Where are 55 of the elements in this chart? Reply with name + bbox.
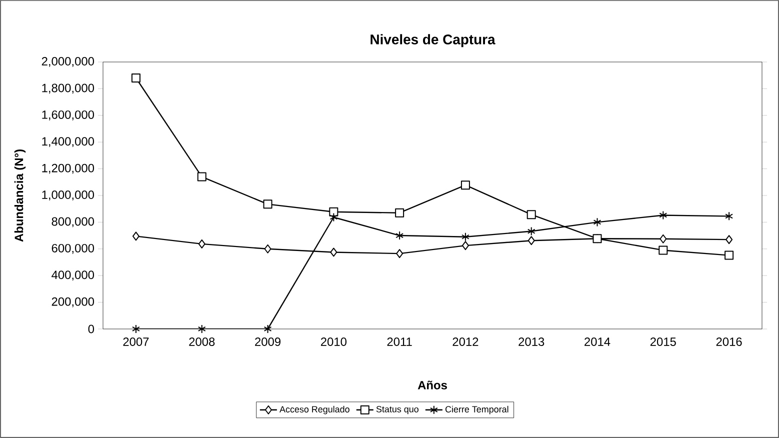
point	[197, 172, 206, 182]
point	[658, 246, 668, 255]
point	[264, 244, 272, 254]
point	[461, 232, 470, 242]
point	[132, 232, 140, 241]
y-tick-label: 2,000,000	[42, 57, 94, 67]
legend-label: Acceso Regulado	[280, 406, 350, 414]
y-tick-label: 800,000	[52, 217, 94, 228]
point	[724, 250, 734, 260]
point	[198, 239, 206, 248]
y-tick-label: 1,600,000	[42, 110, 94, 120]
y-tick-label: 1,800,000	[42, 84, 94, 94]
x-tick-label: 2013	[518, 338, 544, 346]
point	[527, 226, 536, 236]
point	[330, 212, 338, 222]
x-tick-label: 2009	[255, 338, 280, 346]
point	[396, 249, 404, 258]
point	[198, 324, 206, 334]
point	[725, 212, 734, 221]
y-tick-label: 1,000,000	[42, 190, 94, 200]
legend-label: Cierre Temporal	[445, 406, 508, 414]
y-tick-label: 400,000	[52, 270, 94, 281]
point	[462, 241, 469, 250]
point	[330, 248, 338, 257]
x-tick-label: 2008	[189, 338, 215, 346]
point	[659, 210, 668, 220]
y-tick-label: 200,000	[52, 297, 94, 308]
x-tick-label: 2010	[320, 338, 346, 346]
point	[528, 236, 535, 246]
point	[526, 210, 536, 220]
x-axis-title: Años	[418, 380, 447, 390]
point	[264, 324, 272, 334]
x-tick-label: 2015	[650, 338, 676, 346]
point	[660, 234, 667, 244]
point	[395, 208, 404, 218]
chart-title: Niveles de Captura	[370, 34, 496, 48]
point	[396, 231, 404, 240]
x-tick-label: 2011	[387, 338, 412, 346]
point	[593, 218, 602, 227]
x-tick-label: 2007	[123, 338, 149, 346]
x-tick-label: 2016	[716, 338, 742, 346]
y-tick-label: 1,200,000	[42, 164, 94, 174]
y-tick-label: 0	[88, 324, 94, 334]
y-axis-title: Abundancia (N°)	[14, 150, 26, 242]
point	[263, 200, 272, 209]
x-tick-label: 2014	[584, 338, 610, 346]
point	[460, 180, 470, 190]
point	[726, 235, 733, 244]
x-tick-label: 2012	[452, 338, 478, 346]
y-tick-label: 1,400,000	[42, 137, 94, 148]
point	[329, 207, 338, 216]
legend-label: Status quo	[376, 406, 418, 414]
point	[132, 324, 140, 334]
y-tick-label: 600,000	[52, 244, 94, 254]
point	[131, 74, 140, 83]
